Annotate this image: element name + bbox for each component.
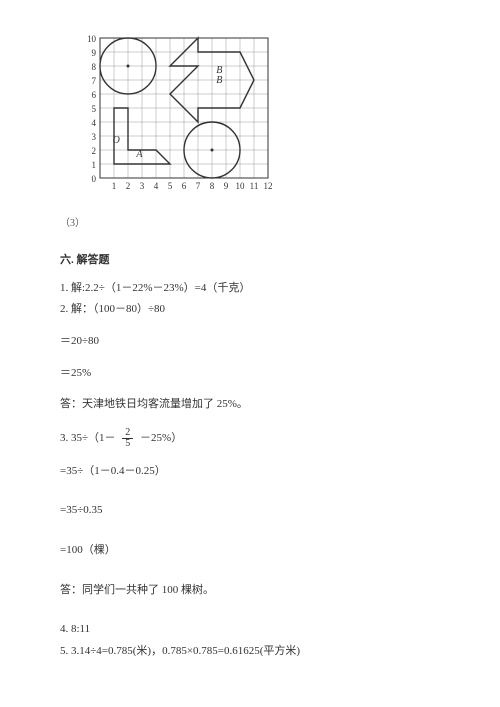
grid-diagram: 109876543210123456789101112BBAO — [80, 30, 440, 207]
svg-text:3: 3 — [140, 181, 145, 191]
svg-text:O: O — [113, 135, 120, 146]
svg-text:8: 8 — [92, 62, 97, 72]
svg-text:6: 6 — [92, 90, 97, 100]
answer-2-a: 2. 解：（100－80）÷80 — [60, 301, 440, 319]
svg-text:9: 9 — [224, 181, 229, 191]
answer-5: 5. 3.14÷4=0.785(米)，0.785×0.785=0.61625(平… — [60, 643, 440, 661]
svg-text:5: 5 — [92, 104, 97, 114]
svg-text:10: 10 — [87, 34, 97, 44]
svg-text:1: 1 — [112, 181, 117, 191]
svg-text:4: 4 — [154, 181, 159, 191]
answer-3-a-pre: 3. 35÷（1－ — [60, 432, 116, 444]
svg-text:B: B — [216, 75, 222, 86]
question-3-label: （3） — [60, 216, 85, 232]
answer-3-e: 答：同学们一共种了 100 棵树。 — [60, 582, 440, 600]
svg-text:7: 7 — [92, 76, 97, 86]
svg-text:12: 12 — [264, 181, 273, 191]
answer-2-d: 答：天津地铁日均客流量增加了 25%。 — [60, 396, 440, 414]
answer-4: 4. 8:11 — [60, 621, 440, 639]
svg-text:11: 11 — [250, 181, 259, 191]
svg-text:3: 3 — [92, 132, 97, 142]
answer-2-b: ＝20÷80 — [60, 333, 440, 351]
grid-svg: 109876543210123456789101112BBAO — [80, 30, 280, 200]
svg-text:5: 5 — [168, 181, 173, 191]
answer-3-d: =100（棵） — [60, 542, 440, 560]
svg-text:0: 0 — [92, 174, 97, 184]
answer-3-a: 3. 35÷（1－ 2 5 －25%） — [60, 428, 440, 449]
answer-3-a-post: －25%） — [140, 432, 182, 444]
svg-text:4: 4 — [92, 118, 97, 128]
svg-text:2: 2 — [126, 181, 131, 191]
svg-text:2: 2 — [92, 146, 97, 156]
svg-text:6: 6 — [182, 181, 187, 191]
fraction-den: 5 — [122, 439, 133, 449]
svg-text:A: A — [135, 149, 143, 160]
answer-3-c: =35÷0.35 — [60, 502, 440, 520]
svg-text:9: 9 — [92, 48, 97, 58]
fraction-2-5: 2 5 — [122, 428, 133, 449]
svg-text:10: 10 — [236, 181, 246, 191]
svg-text:7: 7 — [196, 181, 201, 191]
svg-text:8: 8 — [210, 181, 215, 191]
answer-3-b: =35÷（1－0.4－0.25） — [60, 463, 440, 481]
svg-text:1: 1 — [92, 160, 97, 170]
section-6-heading: 六. 解答题 — [60, 252, 440, 270]
answer-1: 1. 解:2.2÷（1－22%－23%）=4（千克） — [60, 280, 440, 298]
answer-2-c: ＝25% — [60, 365, 440, 383]
